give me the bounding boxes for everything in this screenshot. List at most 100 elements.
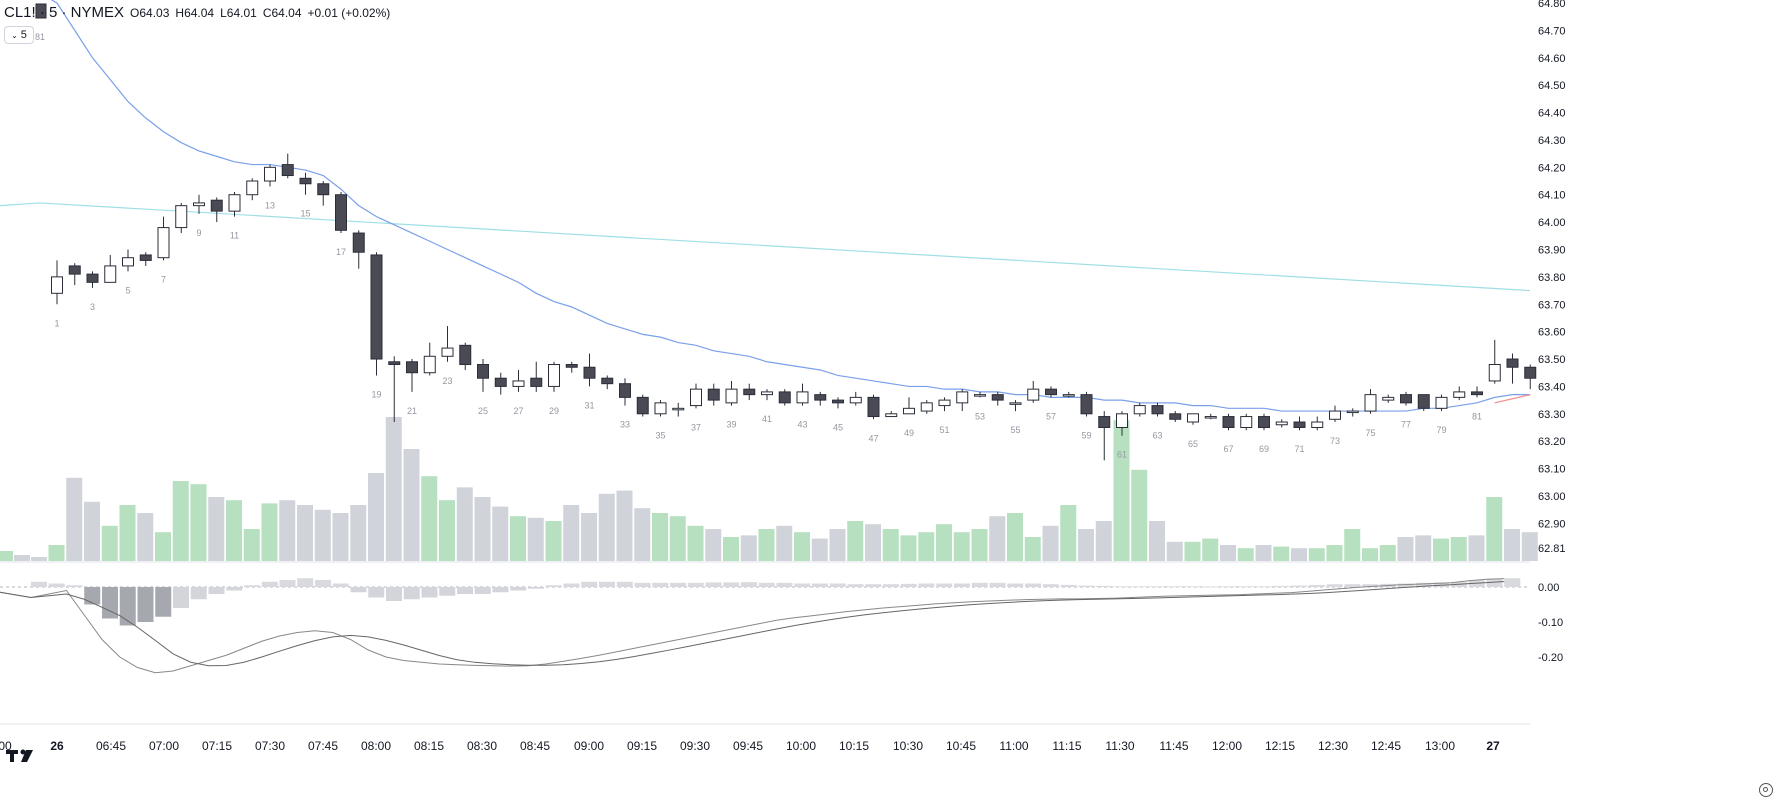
- macd-histogram-bar: [545, 585, 562, 587]
- macd-histogram-bar: [1397, 583, 1414, 587]
- macd-histogram-bar: [332, 583, 349, 587]
- macd-histogram-bar: [670, 582, 686, 587]
- macd-histogram-bar: [723, 582, 740, 587]
- candle-body: [920, 402, 933, 412]
- bar-number-label: 43: [797, 420, 807, 430]
- candle-body: [778, 391, 791, 404]
- volume-bar: [1149, 521, 1165, 561]
- bar-number-label: 55: [1010, 425, 1020, 435]
- volume-bar: [314, 509, 331, 561]
- volume-bar: [527, 517, 544, 561]
- time-tick-label: 11:45: [1159, 739, 1188, 753]
- macd-histogram-bar: [1504, 578, 1521, 587]
- volume-bar: [1326, 545, 1343, 561]
- macd-histogram-bar: [1007, 583, 1024, 587]
- time-tick-label: 07:30: [255, 739, 285, 753]
- price-tick-label: 63.10: [1538, 464, 1566, 476]
- bar-number-label: 25: [478, 406, 488, 416]
- volume-bar: [119, 505, 136, 561]
- price-tick-label: 64.20: [1538, 162, 1566, 174]
- volume-bar: [137, 513, 154, 561]
- time-tick-label: 11:30: [1105, 739, 1134, 753]
- candle-body: [1151, 405, 1164, 415]
- price-tick-label: 63.60: [1538, 327, 1566, 339]
- macd-histogram-bar: [794, 583, 811, 587]
- candle-body: [1080, 394, 1093, 415]
- volume-bar: [936, 524, 952, 561]
- candle-body: [1258, 416, 1270, 428]
- time-tick-label: 08:30: [467, 739, 497, 753]
- bar-number-label: 57: [1046, 411, 1056, 421]
- volume-bar: [1007, 513, 1023, 561]
- tradingview-logo[interactable]: [6, 748, 42, 769]
- candle-body: [494, 377, 507, 387]
- macd-histogram-bar: [84, 587, 101, 605]
- long-moving-average-line: [0, 202, 1531, 292]
- volume-bar: [865, 524, 881, 561]
- macd-histogram-bar: [1078, 585, 1095, 587]
- bar-number-label: 9: [196, 228, 201, 238]
- macd-histogram-bar: [1362, 584, 1379, 587]
- candle-body: [157, 227, 170, 259]
- candle-body: [477, 364, 489, 379]
- candle-body: [1027, 388, 1040, 401]
- symbol-title[interactable]: CL1! · 5 · NYMEX: [4, 4, 125, 21]
- volume-bar: [1397, 537, 1414, 561]
- macd-tick-label: -0.20: [1538, 652, 1563, 664]
- candle-body: [388, 361, 401, 366]
- volume-bar: [1202, 538, 1219, 561]
- bar-number-label: 45: [833, 422, 843, 432]
- candle-body: [1293, 421, 1306, 428]
- candle-body: [690, 388, 702, 407]
- macd-histogram-bar: [776, 582, 793, 587]
- volume-bar: [84, 501, 100, 561]
- macd-histogram-bar: [1060, 584, 1077, 587]
- macd-histogram-bar: [190, 587, 207, 600]
- candle-body: [796, 391, 809, 404]
- time-tick-label: 26: [50, 739, 64, 753]
- macd-histogram-bar: [1238, 586, 1254, 588]
- volume-bar: [1379, 545, 1396, 561]
- volume-bar: [403, 449, 420, 561]
- macd-histogram-bar: [1167, 586, 1183, 588]
- candle-body: [1240, 416, 1253, 428]
- bar-number-label: 23: [442, 376, 452, 386]
- macd-histogram-bar: [1149, 586, 1166, 588]
- price-tick-label: 63.90: [1538, 244, 1566, 256]
- candle-body: [68, 265, 81, 275]
- candle-body: [636, 396, 649, 415]
- gear-icon[interactable]: [1759, 783, 1773, 797]
- candle-body: [956, 391, 969, 404]
- volume-bar: [1220, 545, 1236, 561]
- vwap-line: [50, 0, 1531, 412]
- volume-bar: [368, 473, 384, 561]
- candle-body: [1187, 413, 1199, 423]
- candle-body: [1346, 410, 1359, 414]
- interval-dropdown[interactable]: ⌄ 5: [4, 26, 34, 44]
- volume-bar: [1113, 420, 1130, 561]
- macd-histogram-bar: [1344, 584, 1361, 587]
- macd-histogram-bar: [403, 587, 420, 600]
- volume-bar: [616, 490, 633, 561]
- macd-histogram-bar: [474, 587, 491, 594]
- volume-bar: [918, 532, 935, 561]
- volume-bar: [811, 538, 828, 561]
- price-tick-label: 64.30: [1538, 135, 1566, 147]
- macd-histogram-bar: [315, 580, 331, 587]
- candle-body: [1488, 364, 1501, 382]
- volume-bar: [1521, 532, 1538, 561]
- macd-histogram-bar: [492, 587, 509, 593]
- candle-body: [193, 202, 205, 207]
- macd-histogram-bar: [510, 587, 527, 591]
- candle-body: [619, 383, 631, 398]
- price-tick-label: 64.00: [1538, 217, 1566, 229]
- volume-bar: [1504, 529, 1520, 561]
- candle-body: [1062, 394, 1075, 397]
- volume-bar: [492, 506, 509, 561]
- volume-bar: [882, 529, 899, 561]
- volume-bar: [261, 503, 278, 561]
- bar-number-label: 39: [726, 420, 736, 430]
- macd-histogram-bar: [1025, 583, 1041, 587]
- volume-bar: [598, 493, 615, 561]
